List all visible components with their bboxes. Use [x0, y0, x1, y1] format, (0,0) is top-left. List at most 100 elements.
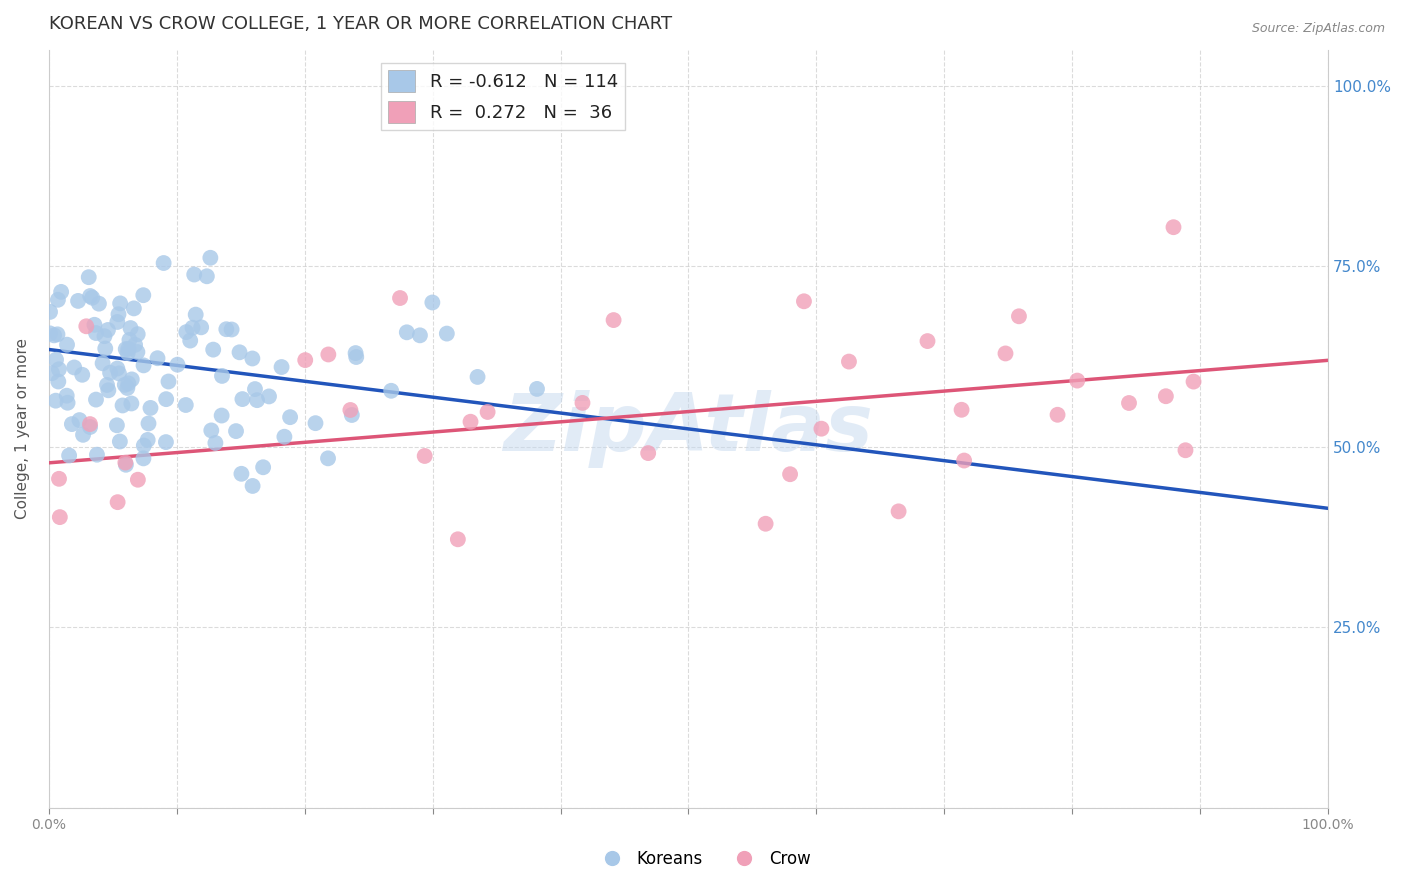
Point	[84, 326, 107, 340]
Point	[111, 399, 134, 413]
Point	[246, 393, 269, 408]
Point	[953, 453, 976, 467]
Point	[166, 358, 188, 372]
Point	[98, 366, 121, 380]
Point	[70, 368, 93, 382]
Point	[121, 372, 143, 386]
Text: ZipAtlas: ZipAtlas	[503, 390, 873, 468]
Point	[231, 392, 253, 406]
Point	[105, 418, 128, 433]
Point	[107, 307, 129, 321]
Point	[39, 326, 62, 341]
Point	[176, 325, 198, 339]
Point	[1118, 396, 1140, 410]
Point	[179, 334, 201, 348]
Point	[204, 436, 226, 450]
Point	[75, 319, 97, 334]
Point	[72, 427, 94, 442]
Y-axis label: College, 1 year or more: College, 1 year or more	[15, 338, 30, 519]
Point	[97, 384, 120, 398]
Point	[211, 409, 233, 423]
Point	[58, 449, 80, 463]
Point	[200, 251, 222, 265]
Point	[79, 289, 101, 303]
Point	[55, 389, 77, 403]
Point	[181, 320, 204, 334]
Point	[93, 329, 115, 343]
Point	[120, 321, 142, 335]
Point	[221, 322, 243, 336]
Point	[1066, 374, 1088, 388]
Point	[117, 381, 139, 395]
Point	[157, 375, 180, 389]
Point	[422, 295, 444, 310]
Text: KOREAN VS CROW COLLEGE, 1 YEAR OR MORE CORRELATION CHART: KOREAN VS CROW COLLEGE, 1 YEAR OR MORE C…	[49, 15, 672, 33]
Point	[48, 362, 70, 376]
Point	[127, 345, 149, 359]
Point	[132, 439, 155, 453]
Point	[152, 256, 174, 270]
Point	[115, 458, 138, 472]
Point	[174, 398, 197, 412]
Point	[184, 308, 207, 322]
Point	[838, 354, 860, 368]
Point	[108, 434, 131, 449]
Point	[779, 467, 801, 482]
Point	[413, 449, 436, 463]
Point	[339, 403, 361, 417]
Point	[467, 370, 489, 384]
Point	[69, 413, 91, 427]
Point	[917, 334, 939, 348]
Point	[1046, 408, 1069, 422]
Point	[42, 328, 65, 343]
Point	[344, 350, 367, 364]
Point	[195, 269, 218, 284]
Point	[304, 416, 326, 430]
Point	[228, 345, 250, 359]
Point	[1008, 310, 1031, 324]
Point	[105, 315, 128, 329]
Point	[120, 396, 142, 410]
Point	[447, 533, 470, 547]
Point	[409, 328, 432, 343]
Point	[240, 351, 263, 366]
Point	[114, 377, 136, 392]
Point	[83, 318, 105, 332]
Point	[77, 270, 100, 285]
Point	[273, 430, 295, 444]
Point	[810, 422, 832, 436]
Point	[46, 293, 69, 307]
Point	[45, 352, 67, 367]
Point	[132, 288, 155, 302]
Point	[79, 417, 101, 431]
Point	[117, 346, 139, 360]
Point	[127, 473, 149, 487]
Point	[155, 392, 177, 406]
Point	[97, 323, 120, 337]
Point	[340, 408, 363, 422]
Point	[107, 495, 129, 509]
Point	[202, 343, 225, 357]
Legend: R = -0.612   N = 114, R =  0.272   N =  36: R = -0.612 N = 114, R = 0.272 N = 36	[381, 62, 626, 130]
Point	[994, 346, 1017, 360]
Point	[183, 268, 205, 282]
Point	[49, 285, 72, 299]
Point	[211, 368, 233, 383]
Point	[79, 420, 101, 434]
Point	[200, 424, 222, 438]
Point	[114, 342, 136, 356]
Point	[225, 424, 247, 438]
Point	[395, 326, 418, 340]
Point	[39, 305, 62, 319]
Text: Source: ZipAtlas.com: Source: ZipAtlas.com	[1251, 22, 1385, 36]
Point	[146, 351, 169, 366]
Point	[950, 402, 973, 417]
Point	[380, 384, 402, 398]
Point	[82, 291, 104, 305]
Point	[86, 448, 108, 462]
Point	[252, 460, 274, 475]
Point	[637, 446, 659, 460]
Point	[316, 451, 339, 466]
Point	[91, 356, 114, 370]
Point	[87, 296, 110, 310]
